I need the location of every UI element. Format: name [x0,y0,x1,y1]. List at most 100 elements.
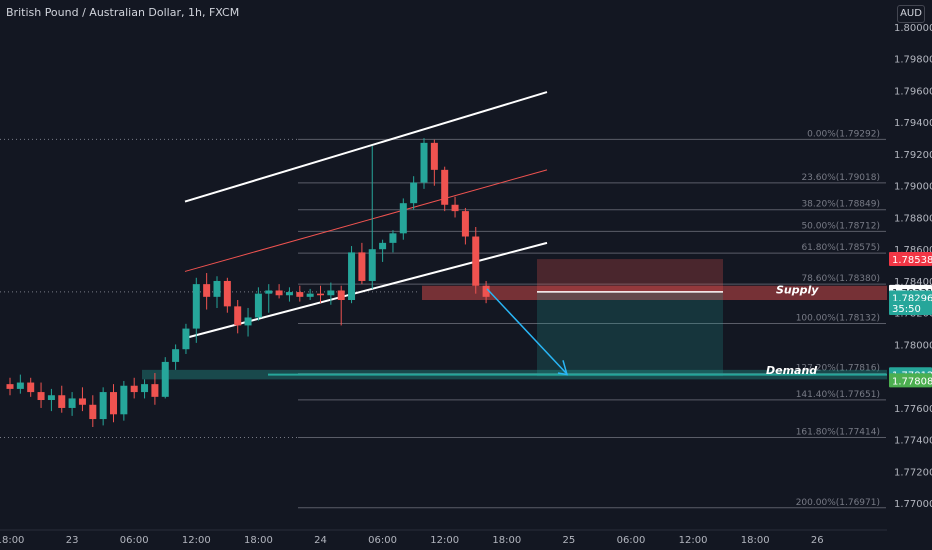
candle-body [399,203,407,234]
chart-title: British Pound / Australian Dollar, 1h, F… [6,6,240,19]
candle-body [120,385,128,415]
time-tick-label: 18:00 [0,535,24,546]
time-tick-label: 23 [66,535,79,546]
candle-body [389,233,397,243]
position-stop-area[interactable] [537,259,723,292]
fib-level-label: 161.80%(1.77414) [796,427,880,437]
fib-level-label: 61.80%(1.78575) [801,243,880,253]
price-tick-label: 1.79400 [894,118,932,129]
fib-level-label: 50.00%(1.78712) [801,221,880,231]
candle-body [99,392,107,420]
candle-body [234,306,242,326]
candle-body [6,384,14,389]
price-tick-label: 1.78600 [894,245,932,256]
candle-body [358,252,366,281]
candle-body [337,290,345,301]
candle-body [47,395,55,401]
candle-body [27,382,35,393]
price-tick-label: 1.79200 [894,150,932,161]
candle-body [223,280,231,307]
candle-body [317,293,324,296]
candle-body [203,284,211,297]
price-axis[interactable]: 1.80000 1.79800 1.79600 1.79400 1.79200 1.790… [887,0,932,530]
fib-level-label: 200.00%(1.76971) [796,498,880,508]
projection-arrow [486,288,567,374]
candle-body [327,290,335,296]
price-tick-label: 1.77000 [894,499,932,510]
price-tick-label: 1.78400 [894,277,932,288]
time-tick-label: 18:00 [244,535,273,546]
price-tick-label: 1.77400 [894,436,932,447]
time-tick-label: 24 [314,535,327,546]
price-tag-countdown [889,300,932,315]
price-tag-label: 1.78296 [892,293,932,304]
price-tick-label: 1.79600 [894,86,932,97]
price-tag-label: 1.78538 [892,255,932,266]
candle-body [161,361,169,397]
time-tick-label: 06:00 [617,535,646,546]
candle-body [410,182,418,204]
price-tag-label: 1.77808 [892,376,932,387]
candle-body [441,169,449,205]
fib-level-label: 127.20%(1.77816) [796,364,880,374]
candle-body [420,142,428,183]
candle-body [172,349,180,362]
candle-body [482,285,490,297]
candlesticks [6,138,490,427]
candle-body [16,382,24,389]
candle-body [275,290,283,296]
candle-body [213,280,221,297]
time-axis[interactable]: 18:00 23 06:00 12:00 18:00 24 06:00 12:00 18:00 2… [0,529,887,546]
channel-mid-line[interactable] [184,169,548,272]
candle-body [192,284,200,329]
zones: Supply Demand [142,284,887,380]
price-tick-label: 1.79800 [894,55,932,66]
candle-body [68,398,76,408]
price-tag-stop [889,252,932,267]
supply-zone [422,285,887,301]
time-tick-label: 12:00 [182,535,211,546]
currency-badge[interactable]: AUD [897,5,925,23]
price-tick-label: 1.77200 [894,467,932,478]
candle-body [368,249,376,281]
candle-body [461,211,469,237]
candle-body [348,252,356,301]
demand-label: Demand [766,364,817,377]
candle-body [296,292,304,297]
supply-label: Supply [776,284,819,297]
fib-level-label: 23.60%(1.79018) [801,173,880,183]
price-tick-label: 1.78000 [894,340,932,351]
candle-body [285,292,293,296]
fib-level-label: 100.00%(1.78132) [796,314,880,324]
fib-level-label: 38.20%(1.78849) [801,200,880,210]
time-tick-label: 18:00 [492,535,521,546]
time-tick-label: 18:00 [741,535,770,546]
candle-body [451,204,459,212]
annotations [486,288,569,376]
candle-body [254,293,262,318]
fib-level-label: 0.00%(1.79292) [807,129,880,139]
candle-body [244,317,252,326]
candle-body [472,236,480,286]
candle-body [78,398,86,405]
price-tick-label: 1.79000 [894,182,932,193]
channel-upper-line[interactable] [184,91,548,203]
candle-body [379,242,387,250]
fib-level-label: 141.40%(1.77651) [796,390,880,400]
fib-level-label: 78.60%(1.78380) [801,274,880,284]
candle-body [265,290,273,294]
candle-body [430,142,438,170]
position-target-area[interactable] [537,291,723,377]
price-tag-demand [889,373,932,388]
price-tick-label: 1.80000 [894,23,932,34]
short-position-tool[interactable] [537,259,723,377]
time-tick-label: 12:00 [679,535,708,546]
candle-body [306,293,314,297]
price-tag-label: 35:50 [892,304,921,315]
time-tick-label: 12:00 [430,535,459,546]
arrow-head-icon [557,360,569,376]
time-tick-label: 26 [811,535,824,546]
candle-body [130,385,138,393]
candle-body [89,404,97,420]
